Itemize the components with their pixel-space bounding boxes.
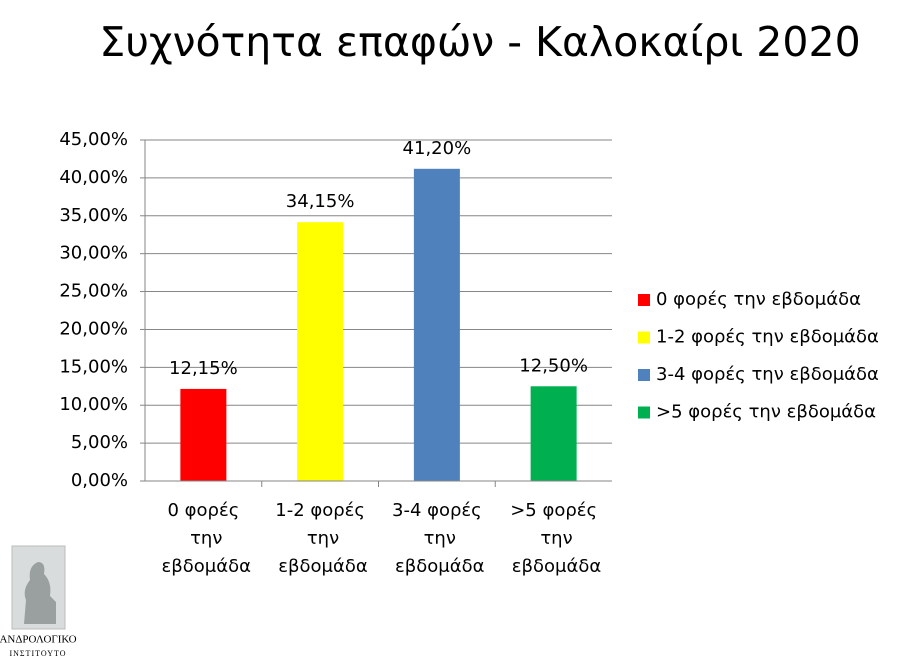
bar	[297, 222, 344, 482]
bar	[413, 168, 460, 481]
legend-label: >5 φορές την εβδομάδα	[656, 402, 876, 423]
logo-text: ΙΝΣΤΙΤΟΥΤΟ	[9, 649, 66, 658]
legend-label: 1-2 φορές την εβδομάδα	[656, 327, 879, 348]
y-tick-label: 15,00%	[59, 356, 128, 377]
legend-label: 0 φορές την εβδομάδα	[656, 289, 861, 310]
bar	[530, 386, 577, 481]
value-label: 34,15%	[286, 191, 355, 212]
y-tick-label: 25,00%	[59, 281, 128, 302]
legend-swatch	[638, 294, 650, 306]
bar	[180, 388, 227, 481]
legend-label: 3-4 φορές την εβδομάδα	[656, 364, 879, 385]
y-tick-label: 30,00%	[59, 243, 128, 264]
value-label: 12,50%	[519, 355, 588, 376]
legend-swatch	[638, 331, 650, 344]
y-tick-label: 20,00%	[59, 318, 128, 339]
legend-swatch	[638, 369, 650, 381]
x-tick-label: 0 φορές την εβδομάδα	[156, 500, 251, 577]
legend-swatch	[638, 406, 650, 419]
y-tick-label: 35,00%	[59, 205, 128, 226]
x-tick-label: 1-2 φορές την εβδομάδα	[273, 500, 368, 577]
y-tick-label: 40,00%	[59, 167, 128, 188]
logo: ΑΝΔΡΟΛΟΓΙΚΟ ΙΝΣΤΙΤΟΥΤΟ	[0, 545, 77, 658]
y-tick-label: 5,00%	[71, 432, 128, 453]
y-tick-label: 10,00%	[59, 394, 128, 415]
chart-title: Συχνότητα επαφών - Καλοκαίρι 2020	[99, 18, 860, 66]
logo-statue	[24, 562, 56, 624]
logo-text: ΑΝΔΡΟΛΟΓΙΚΟ	[0, 634, 77, 646]
value-label: 41,20%	[403, 138, 472, 159]
x-tick-label: >5 φορές την εβδομάδα	[506, 500, 601, 577]
x-tick-label: 3-4 φορές την εβδομάδα	[389, 500, 484, 577]
y-tick-label: 45,00%	[59, 129, 128, 150]
y-tick-label: 0,00%	[71, 470, 128, 491]
value-label: 12,15%	[169, 358, 238, 379]
